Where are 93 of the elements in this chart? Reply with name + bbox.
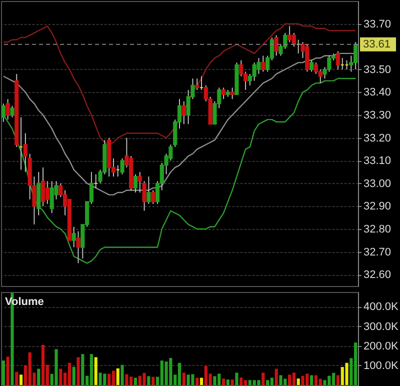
- y-tick-label: 100.0K: [364, 360, 400, 372]
- bar: [235, 372, 238, 385]
- bar: [142, 372, 146, 385]
- bar: [59, 368, 62, 385]
- y-tick-label: 32.60: [364, 269, 392, 282]
- bar: [240, 378, 243, 385]
- bar: [262, 372, 265, 385]
- bar: [318, 378, 322, 385]
- bar: [270, 378, 274, 385]
- candlestick: [288, 26, 292, 43]
- bar: [323, 380, 326, 385]
- candlestick: [310, 60, 314, 72]
- ref-line-label: 33.61: [363, 38, 391, 50]
- y-tick-label: 33.10: [364, 155, 392, 168]
- bar: [182, 372, 186, 385]
- y-tick-label: 33.50: [364, 64, 392, 76]
- y-tick-label: 33.30: [364, 110, 392, 122]
- bar: [200, 378, 204, 385]
- bar: [81, 354, 84, 385]
- bar: [257, 380, 260, 385]
- bar: [19, 374, 23, 385]
- candlestick: [195, 78, 200, 90]
- bar: [68, 362, 71, 385]
- bar: [196, 378, 199, 385]
- bar: [222, 378, 226, 385]
- candlestick: [23, 132, 28, 172]
- y-tick-label: 400.0K: [364, 301, 400, 314]
- bar: [125, 374, 128, 385]
- bar: [288, 374, 292, 385]
- candlestick: [230, 87, 234, 100]
- candlestick: [261, 55, 266, 72]
- bar: [76, 357, 80, 385]
- bar: [186, 374, 190, 385]
- candlestick: [41, 166, 46, 207]
- bar: [310, 375, 314, 385]
- bar: [301, 376, 304, 385]
- bar: [134, 378, 138, 385]
- bar: [116, 368, 120, 385]
- bar: [226, 380, 230, 385]
- bar: [90, 354, 93, 385]
- y-tick-label: 32.70: [364, 246, 392, 258]
- bar: [279, 375, 282, 385]
- candlestick: [292, 32, 296, 48]
- bar: [42, 344, 45, 385]
- bar: [54, 349, 58, 385]
- bar: [6, 356, 10, 385]
- bar: [108, 374, 111, 385]
- candlestick: [182, 100, 186, 125]
- bar: [244, 380, 248, 385]
- bar: [37, 368, 40, 385]
- bar: [292, 372, 296, 385]
- bar: [147, 376, 150, 385]
- bar: [274, 368, 278, 385]
- bar: [169, 358, 172, 385]
- bar: [213, 376, 216, 385]
- bar: [98, 372, 102, 385]
- bar: [112, 370, 116, 385]
- candlestick: [10, 105, 14, 118]
- y-tick-label: 32.90: [364, 200, 392, 213]
- candlestick: [6, 98, 10, 120]
- bar: [164, 362, 168, 385]
- line-series: [2, 78, 356, 264]
- bar: [345, 362, 348, 385]
- y-tick-label: 200.0K: [364, 340, 400, 352]
- bar: [296, 378, 300, 385]
- bar: [94, 357, 98, 385]
- candlestick: [45, 180, 50, 204]
- bar: [120, 364, 124, 385]
- y-tick-label: 32.80: [364, 224, 392, 236]
- y-tick-label: 33.00: [364, 178, 392, 190]
- candlestick: [133, 174, 138, 194]
- y-tick-label: 33.40: [364, 86, 392, 99]
- y-tick-label: 33.70: [364, 18, 392, 30]
- bar: [2, 360, 5, 385]
- bar: [336, 375, 340, 385]
- candlestick: [72, 226, 76, 248]
- candlestick: [318, 68, 322, 84]
- candlestick: [151, 190, 156, 204]
- candlestick: [146, 176, 151, 204]
- y-tick-label: 33.20: [364, 132, 392, 144]
- y-tick-label: 300.0K: [364, 320, 400, 333]
- bar: [152, 376, 155, 385]
- candlestick: [274, 34, 278, 56]
- bar: [15, 372, 18, 385]
- bar: [191, 374, 194, 385]
- candlestick: [221, 87, 226, 100]
- bar: [230, 380, 234, 385]
- candlestick: [336, 50, 340, 70]
- bar: [178, 362, 182, 385]
- bar: [72, 366, 76, 385]
- bar: [266, 380, 270, 385]
- line-series: [2, 23, 356, 146]
- candlestick: [76, 230, 80, 264]
